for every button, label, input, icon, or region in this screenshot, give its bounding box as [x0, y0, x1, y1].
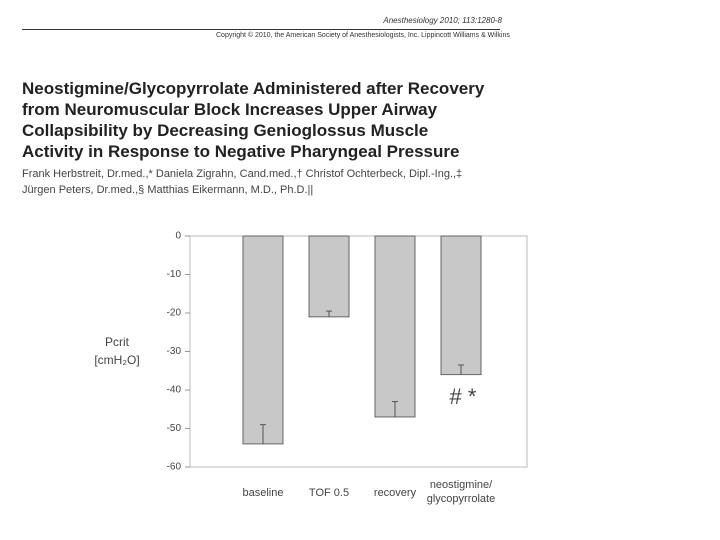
y-axis-label: [cmH₂O] [94, 353, 139, 367]
x-tick-label: TOF 0.5 [308, 487, 350, 499]
y-tick-label: -50 [167, 423, 182, 434]
y-tick-label: -30 [167, 346, 182, 357]
author-line: Jürgen Peters, Dr.med.,§ Matthias Eikerm… [22, 184, 314, 196]
x-tick-label: neostigmine/ glycopyrrolate [426, 479, 496, 505]
title-line: Collapsibility by Decreasing Genioglossu… [22, 121, 429, 140]
y-tick-label: -20 [167, 308, 182, 319]
x-tick-label: recovery [373, 487, 417, 499]
bar [374, 235, 416, 418]
bar [308, 235, 350, 318]
annotation: # * [450, 384, 477, 409]
title-line: Neostigmine/Glycopyrrolate Administered … [22, 79, 485, 98]
y-axis-label: Pcrit [105, 335, 130, 349]
authors: Frank Herbstreit, Dr.med.,* Daniela Zigr… [22, 166, 462, 198]
y-tick-label: -60 [167, 462, 182, 473]
author-line: Frank Herbstreit, Dr.med.,* Daniela Zigr… [22, 168, 463, 180]
copyright: Copyright © 2010, the American Society o… [216, 32, 510, 39]
x-tick-label: baseline [242, 487, 284, 499]
bar [242, 235, 284, 445]
title-line: Activity in Response to Negative Pharyng… [22, 142, 460, 161]
bar [440, 235, 482, 376]
title-line: from Neuromuscular Block Increases Upper… [22, 100, 438, 119]
y-tick-label: -40 [167, 385, 182, 396]
y-tick-label: -10 [167, 269, 182, 280]
rule [22, 29, 500, 30]
journal: Anesthesiology 2010; 113:1280-8 [383, 16, 502, 25]
paper-title: Neostigmine/Glycopyrrolate Administered … [22, 78, 484, 162]
y-tick-label: 0 [175, 231, 181, 242]
